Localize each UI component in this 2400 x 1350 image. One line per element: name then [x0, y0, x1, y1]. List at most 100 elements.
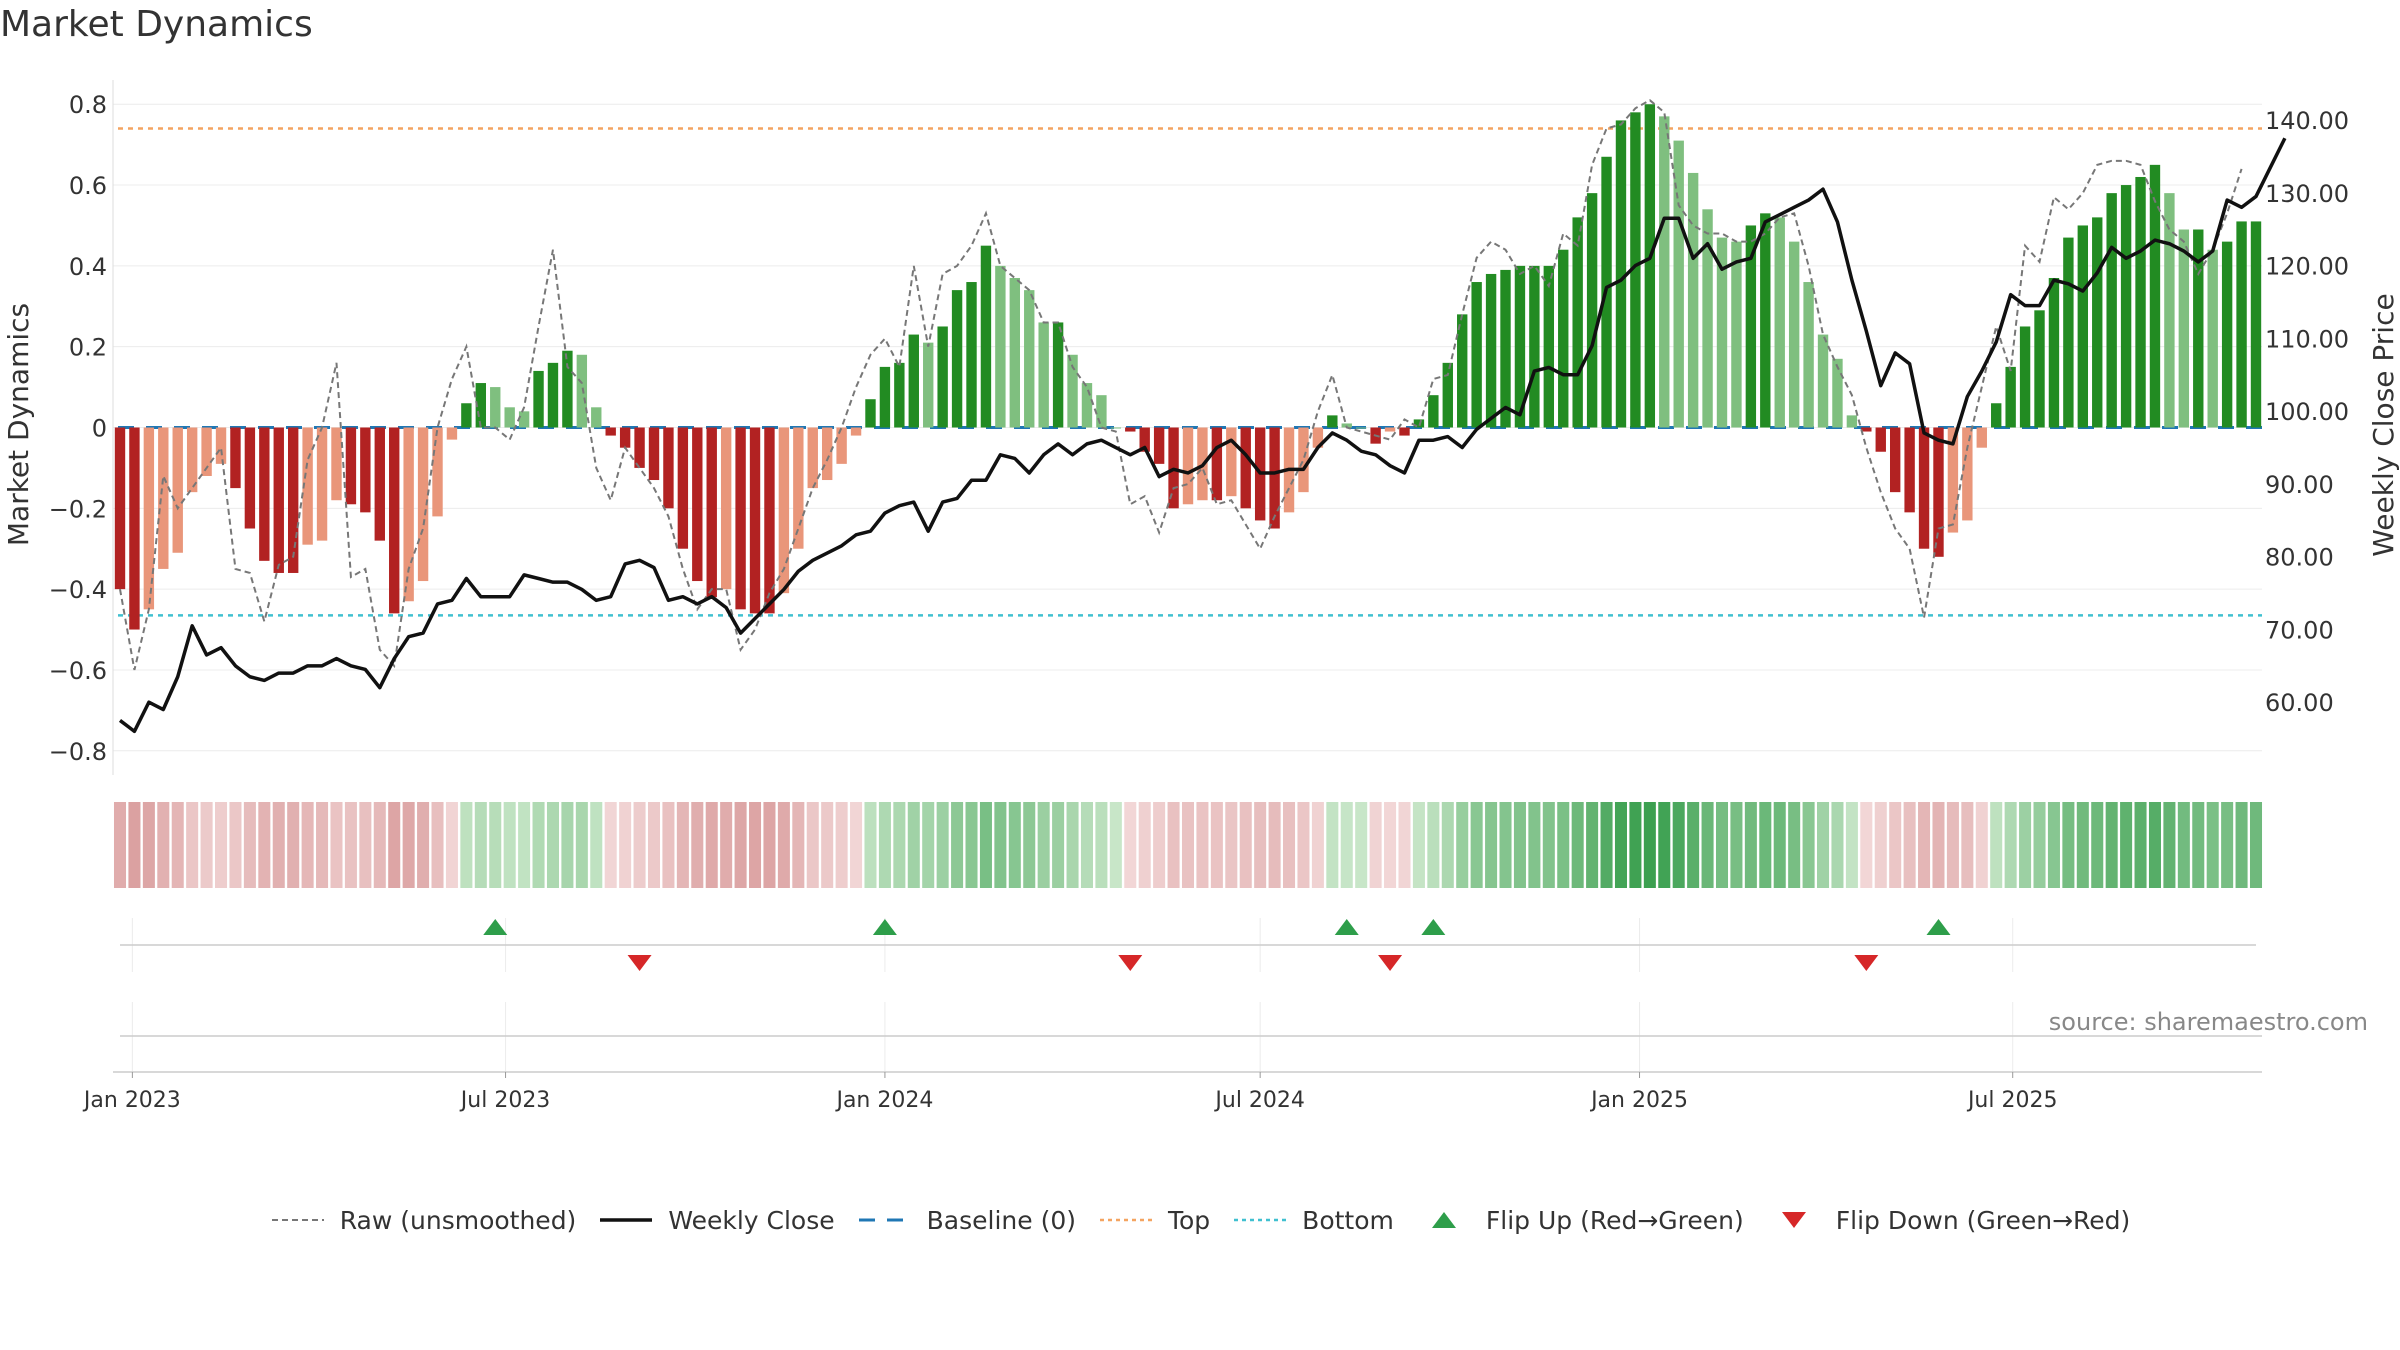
dynamics-bar [1514, 265, 1526, 428]
dynamics-bar [1803, 282, 1814, 428]
regime-cell [2004, 802, 2017, 888]
dynamics-bar [1471, 282, 1482, 428]
dynamics-bar [287, 427, 299, 573]
regime-cell [1990, 802, 2003, 888]
regime-cell [1600, 802, 1613, 888]
dynamics-bar [1702, 209, 1713, 428]
dynamics-bar [2092, 217, 2103, 428]
regime-cell [1586, 802, 1599, 888]
regime-cell [1499, 802, 1512, 888]
dynamics-bar [1586, 193, 1598, 428]
regime-cell [1485, 802, 1498, 888]
gridlines [113, 103, 2262, 752]
regime-cell [1080, 802, 1093, 888]
dynamics-bar [1399, 427, 1410, 436]
dynamics-bar [461, 403, 472, 428]
dynamics-bar [1024, 290, 1035, 428]
dynamics-bar [1904, 427, 1915, 513]
regime-cell [1513, 802, 1526, 888]
dynamics-bar [2005, 366, 2016, 428]
legend-item-close: Weekly Close [598, 1205, 835, 1235]
dynamics-bar [389, 427, 400, 614]
dynamics-bar [923, 342, 934, 428]
regime-cell [272, 802, 285, 888]
dynamics-bar [547, 362, 559, 428]
dynamics-bar [1687, 172, 1699, 428]
regime-cell [821, 802, 834, 888]
y-tick-label: −0.6 [49, 657, 107, 685]
regime-cell [417, 802, 430, 888]
regime-strip [113, 802, 2263, 888]
flip-up-triangle-icon [1431, 1212, 1456, 1228]
axes: 0.8 0.6 0.4 0.2 0 −0.2 −0.4 −0.6 −0.8 140.00 130.0… [2, 80, 2400, 775]
regime-cell [1412, 802, 1425, 888]
dynamics-bars [114, 104, 2262, 630]
dynamics-bar [2034, 310, 2045, 428]
dynamics-bar [1428, 395, 1439, 428]
legend-label-raw: Raw (unsmoothed) [339, 1205, 577, 1235]
dynamics-bar [143, 427, 155, 610]
regime-cell [720, 802, 733, 888]
y2-tick-label: 130.00 [2265, 180, 2349, 208]
dynamics-bar [1327, 415, 1338, 428]
y2-tick-label: 120.00 [2265, 253, 2349, 281]
y2-tick-label: 110.00 [2265, 325, 2349, 353]
lower-panel [113, 1002, 2262, 1073]
dynamics-bar [2236, 221, 2247, 428]
legend-swatch-top [1099, 1218, 1152, 1222]
regime-cell [287, 802, 300, 888]
regime-cell [619, 802, 632, 888]
regime-cell [503, 802, 516, 888]
dynamics-bar [403, 427, 414, 602]
regime-cell [142, 802, 155, 888]
regime-cell [893, 802, 906, 888]
dynamics-bar [1269, 427, 1280, 529]
dynamics-bar [591, 407, 602, 428]
dynamics-bar [1630, 112, 1641, 428]
dynamics-bar [1125, 427, 1136, 432]
regime-cell [1860, 802, 1873, 888]
regime-cell [1643, 802, 1656, 888]
legend-label-close: Weekly Close [668, 1205, 835, 1235]
dynamics-bar [1861, 427, 1872, 432]
legend-item-top: Top [1098, 1206, 1210, 1235]
regime-cell [330, 802, 343, 888]
dynamics-bar [1644, 104, 1656, 428]
dynamics-bar [1716, 237, 1728, 428]
dynamics-bar [1312, 427, 1324, 448]
regime-cell [1932, 802, 1945, 888]
dynamics-bar [1991, 403, 2002, 428]
dynamics-bar [1673, 140, 1684, 428]
y2-axis-label: Weekly Close Price [2367, 293, 2400, 556]
dynamics-bar [865, 399, 876, 428]
regime-cell [1918, 802, 1931, 888]
regime-cell [1557, 802, 1570, 888]
regime-cell [1571, 802, 1584, 888]
dynamics-bar [1817, 334, 1829, 428]
dynamics-bar [345, 427, 357, 505]
regime-cell [2235, 802, 2248, 888]
x-tick-label: Jul 2024 [1213, 1088, 1305, 1113]
dynamics-bar [2106, 193, 2117, 428]
legend-item-raw: Raw (unsmoothed) [270, 1205, 577, 1235]
legend-swatch-raw [271, 1219, 324, 1221]
dynamics-bar [764, 427, 775, 614]
dynamics-bar [1298, 427, 1309, 493]
regime-cell [1874, 802, 1887, 888]
dynamics-bar [908, 334, 919, 428]
dynamics-bar [1442, 362, 1453, 428]
dynamics-bar [302, 427, 313, 545]
regime-cell [1326, 802, 1339, 888]
regime-cell [835, 802, 848, 888]
dynamics-bar [1572, 217, 1583, 428]
regime-cell [113, 802, 127, 888]
raw-line [119, 98, 2243, 671]
regime-cell [1109, 802, 1122, 888]
regime-cell [633, 802, 646, 888]
dynamics-bar [1976, 427, 1987, 448]
regime-cell [1903, 802, 1916, 888]
y2-tick-label: 90.00 [2265, 471, 2334, 499]
dynamics-bar [1529, 265, 1540, 428]
dynamics-bar [2077, 225, 2089, 428]
dynamics-bar [2207, 249, 2218, 428]
